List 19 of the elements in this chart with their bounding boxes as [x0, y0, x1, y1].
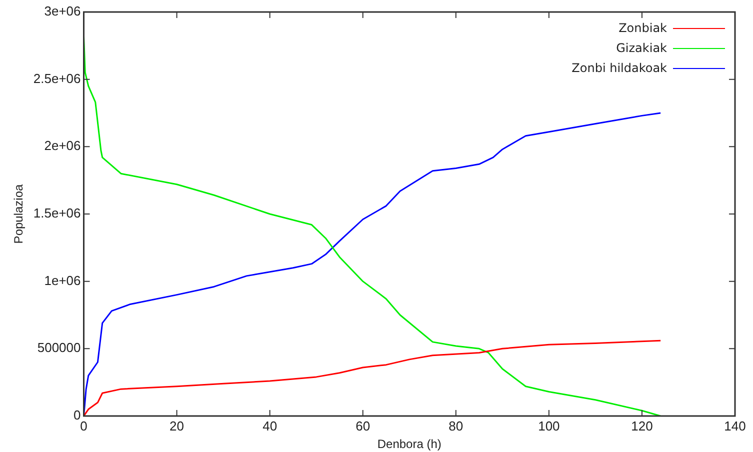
- x-axis-title: Denbora (h): [377, 437, 442, 452]
- legend-label: Gizakiak: [616, 41, 667, 55]
- x-tick-label: 80: [448, 418, 464, 434]
- x-tick-label: 60: [356, 418, 370, 434]
- y-tick-label: 500000: [37, 340, 81, 356]
- y-tick-label: 1.5e+06: [33, 206, 81, 221]
- y-axis-title: Populazioa: [12, 184, 26, 244]
- x-tick-label: 140: [724, 418, 746, 434]
- y-tick-label: 1e+06: [44, 272, 81, 288]
- legend-label: Zonbiak: [618, 21, 667, 35]
- y-tick-label: 2e+06: [44, 138, 81, 154]
- y-tick-label: 2.5e+06: [33, 70, 81, 86]
- y-tick-label: 3e+06: [44, 4, 81, 19]
- y-tick-label: 0: [74, 408, 81, 423]
- x-tick-label: 20: [170, 418, 184, 434]
- x-tick-label: 40: [262, 418, 278, 434]
- x-tick-label: 100: [538, 418, 560, 434]
- x-tick-label: 120: [631, 418, 653, 434]
- legend-label: Zonbi hildakoak: [572, 61, 667, 75]
